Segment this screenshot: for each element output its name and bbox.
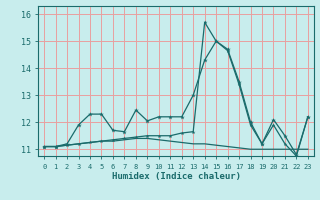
X-axis label: Humidex (Indice chaleur): Humidex (Indice chaleur) xyxy=(111,172,241,181)
